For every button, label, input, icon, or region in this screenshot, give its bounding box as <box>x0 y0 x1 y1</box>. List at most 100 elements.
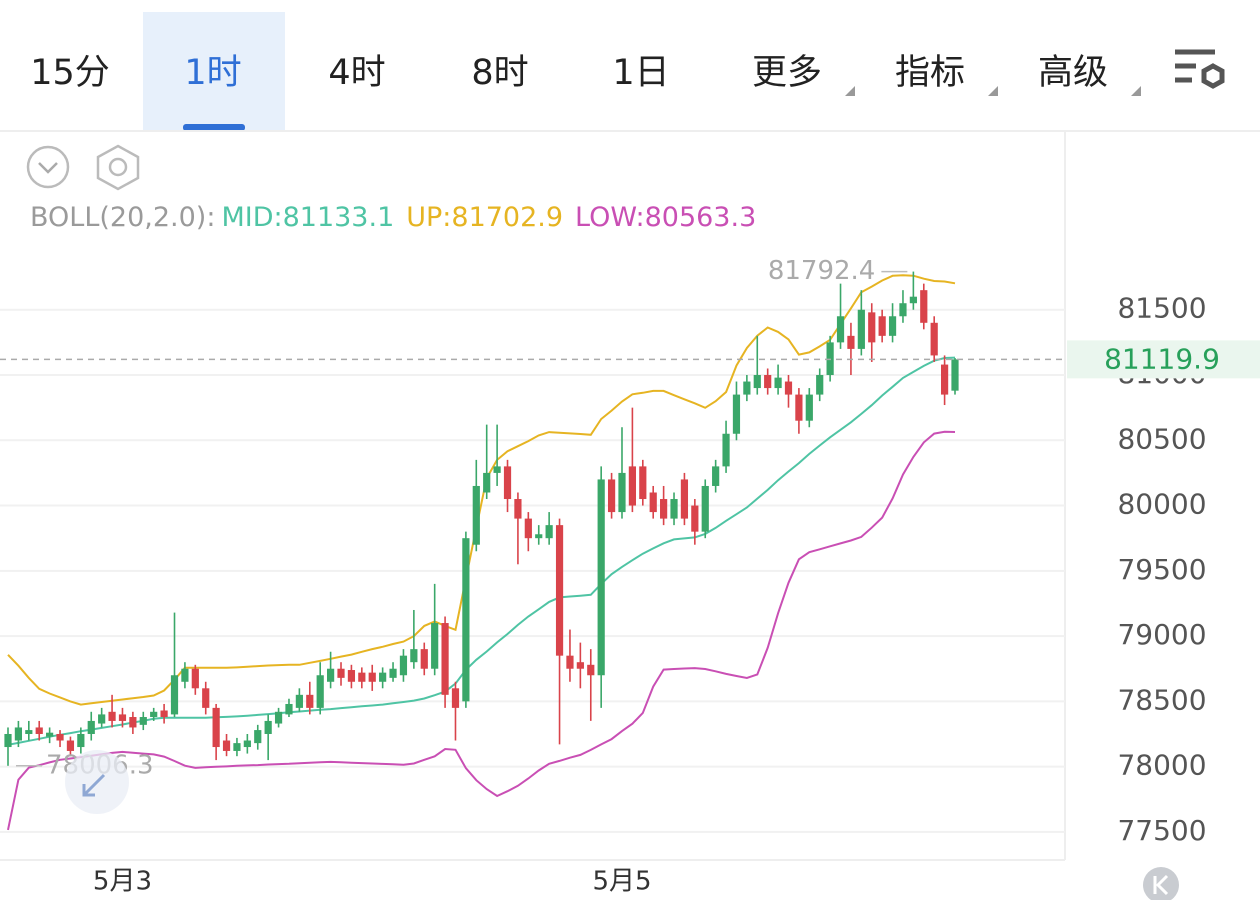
candle-body <box>607 479 616 513</box>
candle-body <box>691 505 699 532</box>
dropdown-triangle <box>988 86 998 96</box>
candle <box>618 427 626 519</box>
candle-body <box>46 732 54 737</box>
tab-label[interactable]: 指标 <box>895 53 965 93</box>
candle-body <box>940 364 949 395</box>
candle <box>607 472 616 519</box>
candle <box>555 518 564 745</box>
candle <box>909 271 917 310</box>
candle-body <box>535 534 543 539</box>
legend-value: 80563.3 <box>645 202 757 233</box>
candle <box>587 649 595 721</box>
legend-name: LOW: <box>575 202 645 233</box>
y-tick-label: 78500 <box>1117 683 1206 716</box>
indicator-settings-button[interactable] <box>96 144 140 191</box>
candle <box>493 424 501 486</box>
active-tab-indicator <box>183 124 245 131</box>
candle <box>233 737 241 757</box>
candle <box>420 642 428 676</box>
tab-label[interactable]: 1时 <box>184 53 241 93</box>
y-tick-label: 80500 <box>1117 422 1206 455</box>
candle-body <box>472 485 480 545</box>
candle <box>274 707 283 728</box>
candle-body <box>909 296 917 304</box>
candle-body <box>264 720 272 734</box>
candle <box>4 727 12 766</box>
candle-body <box>77 733 85 748</box>
candle <box>139 711 147 731</box>
candle <box>87 711 95 741</box>
jump-to-start-button[interactable] <box>65 750 129 814</box>
collapse-button[interactable] <box>26 145 70 189</box>
candle <box>857 290 865 356</box>
candle <box>379 667 387 689</box>
candle-body <box>566 655 574 669</box>
candle-body <box>576 662 584 669</box>
candle-body <box>4 733 12 748</box>
collapse-axis-button[interactable] <box>1143 867 1179 900</box>
candle-body <box>243 740 251 748</box>
candle-body <box>150 711 158 718</box>
candle-body <box>597 479 605 676</box>
candle-body <box>87 720 95 734</box>
candle <box>77 727 85 754</box>
candle-body <box>337 668 345 678</box>
boll-line <box>7 356 956 746</box>
candle <box>191 664 199 695</box>
candle-body <box>732 394 741 434</box>
candle <box>743 375 751 402</box>
candle-body <box>493 466 501 473</box>
candle-body <box>503 466 512 500</box>
candle-body <box>399 655 408 676</box>
indicator-name: BOLL(20,2.0): <box>30 202 215 233</box>
boll-line <box>7 274 956 706</box>
candle-body <box>774 377 782 389</box>
candle-body <box>628 466 636 506</box>
candle-body <box>795 394 803 421</box>
candle-body <box>555 525 564 656</box>
icon-k <box>1153 874 1169 896</box>
candle-body <box>327 668 335 682</box>
candle <box>535 525 543 545</box>
candle <box>118 707 127 728</box>
candle-body <box>483 472 491 493</box>
y-tick-label: 80000 <box>1117 488 1206 521</box>
tab-label[interactable]: 15分 <box>30 53 110 93</box>
candle-body <box>233 743 241 751</box>
candle <box>451 681 460 741</box>
candle-body <box>285 703 293 715</box>
x-tick-label: 5月3 <box>93 867 152 897</box>
tab-label[interactable]: 1日 <box>612 53 669 93</box>
candle <box>680 472 689 526</box>
candle <box>46 727 54 744</box>
candle-body <box>722 433 730 467</box>
candle <box>462 531 470 708</box>
candle <box>441 616 449 708</box>
tab-label[interactable]: 更多 <box>752 53 822 93</box>
candle-body <box>712 466 720 486</box>
candle <box>358 667 366 689</box>
tab-label[interactable]: 4时 <box>328 53 385 93</box>
candle-body <box>181 668 189 682</box>
plot-area: 7750078000785007900079500800008050081000… <box>0 256 1260 897</box>
candle-body <box>680 479 689 519</box>
candle <box>732 381 741 441</box>
candle <box>836 283 845 349</box>
candle <box>566 629 574 682</box>
candle-body <box>420 649 428 669</box>
tab-label[interactable]: 高级 <box>1038 53 1108 93</box>
candle-body <box>14 727 23 741</box>
candle-body <box>805 394 813 421</box>
icon-circle <box>26 145 70 189</box>
tab-label[interactable]: 8时 <box>471 53 528 93</box>
candle-body <box>951 359 959 391</box>
chart-settings-icon[interactable] <box>1175 49 1225 89</box>
candle-body <box>379 672 387 682</box>
candle <box>795 388 803 434</box>
icon-circle <box>108 157 128 177</box>
candle-body <box>743 381 751 395</box>
candle <box>930 316 938 362</box>
candle-body <box>660 499 668 519</box>
candle <box>129 711 137 734</box>
candle-body <box>139 717 147 725</box>
